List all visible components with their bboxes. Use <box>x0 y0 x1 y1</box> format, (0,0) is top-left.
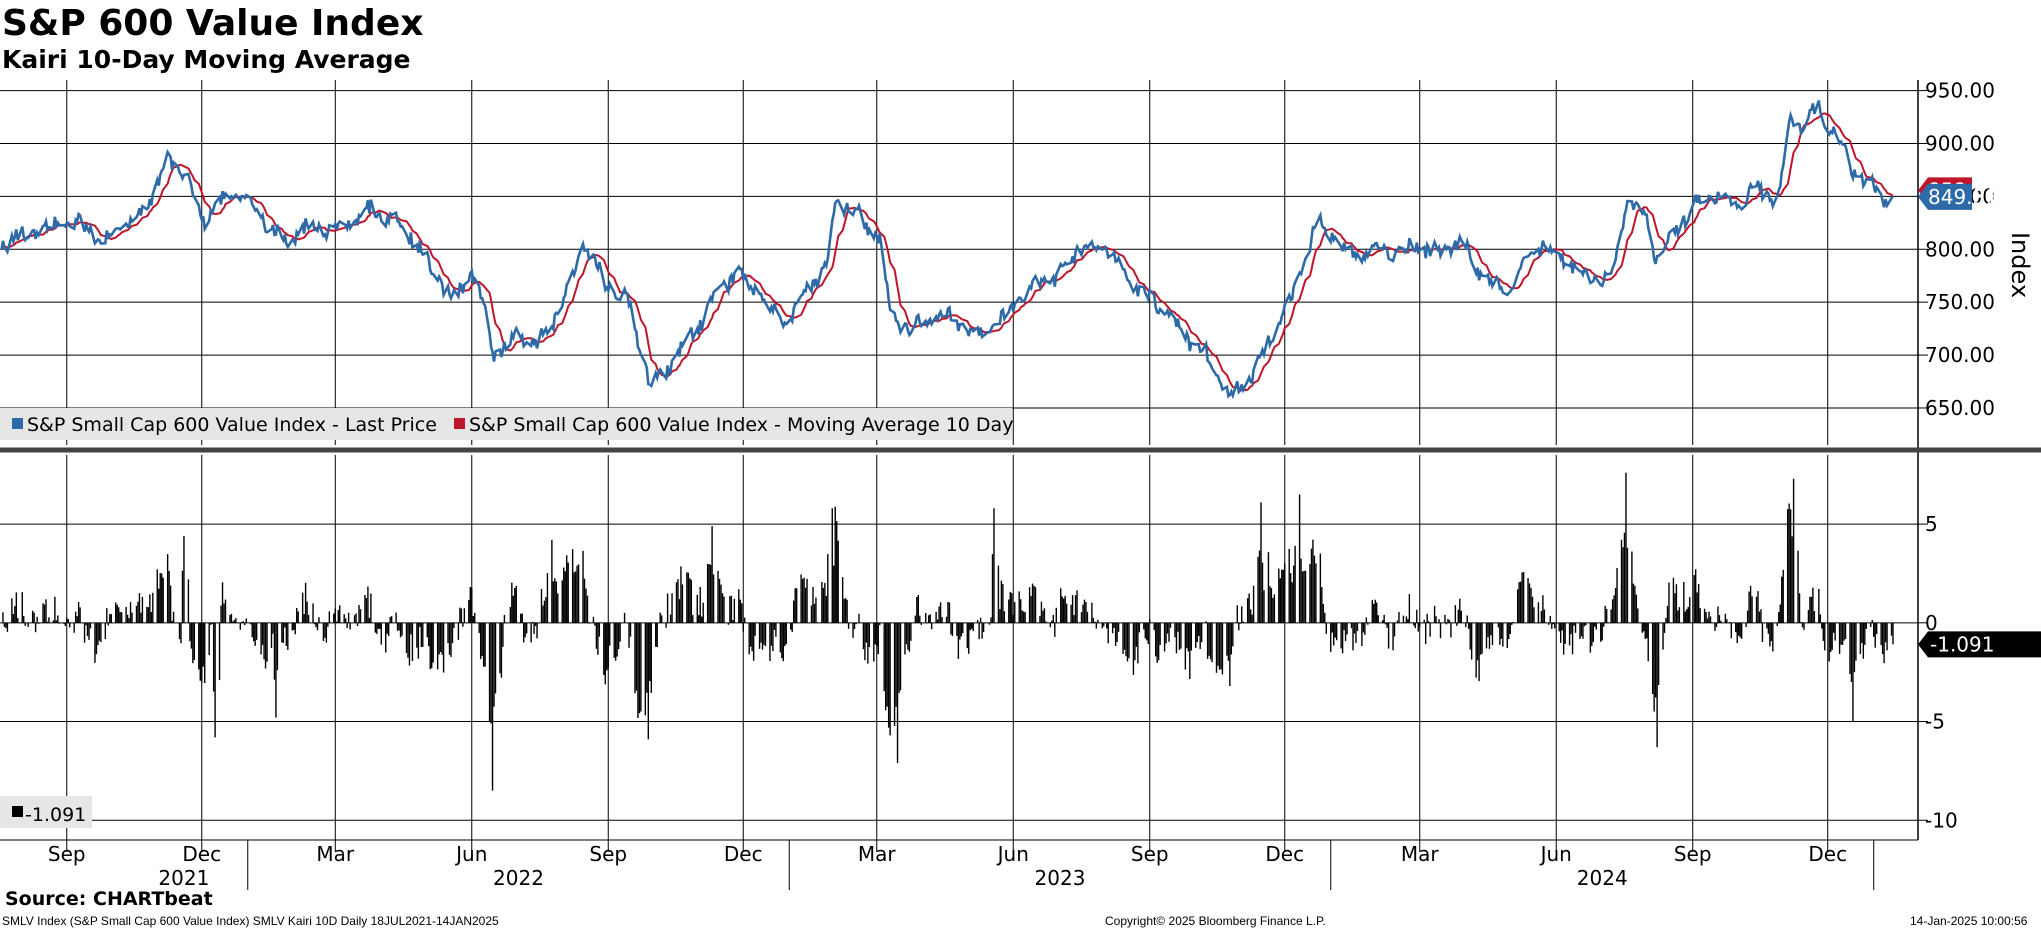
y-label-price: 900.00 <box>1925 131 1995 155</box>
y-label-kairi: 0 <box>1925 611 1938 635</box>
legend-swatch-kairi <box>12 806 23 817</box>
y-label-kairi: -5 <box>1925 710 1945 734</box>
price-lines <box>0 100 1894 400</box>
x-year-label: 2022 <box>493 866 544 890</box>
kairi-last-value-shape <box>1918 631 2041 658</box>
y-label-price: 750.00 <box>1925 290 1995 314</box>
y-label-price: 650.00 <box>1925 396 1995 420</box>
x-month-label: Mar <box>1401 842 1440 866</box>
x-month-label: Sep <box>1674 842 1712 866</box>
y-label-price: 950.00 <box>1925 79 1995 103</box>
y-label-kairi: 5 <box>1925 512 1938 536</box>
axis-labels: Sep Dec Mar Jun Sep Dec Mar Jun Sep Dec Mar Jun Sep D… <box>48 79 2041 890</box>
chart-title: S&P 600 Value Index <box>2 3 424 44</box>
last-price-line <box>0 100 1894 400</box>
kairi-last-value-text: -1.091 <box>1930 632 1994 656</box>
legend-swatch-ma <box>454 418 465 429</box>
x-month-label: Jun <box>996 842 1029 866</box>
x-month-label: Sep <box>589 842 627 866</box>
x-month-label: Dec <box>1265 842 1304 866</box>
price-last-value-tag: 849.51 <box>1918 183 1998 210</box>
legend-entry-kairi: -1.091 <box>25 804 86 826</box>
legend-swatch-price <box>12 418 23 429</box>
price-last-value-tag-shape <box>1918 183 1972 210</box>
x-month-label: Mar <box>316 842 355 866</box>
x-month-label: Dec <box>182 842 221 866</box>
x-month-label: Mar <box>858 842 897 866</box>
kairi-bars <box>2 472 1894 791</box>
price-legend-box <box>0 408 1012 440</box>
series-description: SMLV Index (S&P Small Cap 600 Value Inde… <box>2 914 499 928</box>
y-label-kairi: -10 <box>1925 808 1958 832</box>
y-label-price: 800.00 <box>1925 237 1995 261</box>
source-note: Source: CHARTbeat <box>5 888 213 910</box>
x-month-label: Sep <box>48 842 86 866</box>
y-axis-title: Index <box>2006 232 2034 298</box>
moving-average-line <box>0 112 1894 392</box>
timestamp: 14-Jan-2025 10:00:56 <box>1910 914 2028 928</box>
x-month-label: Dec <box>724 842 763 866</box>
legend-entry-ma: S&P Small Cap 600 Value Index - Moving A… <box>469 414 1013 436</box>
legend-layer: S&P Small Cap 600 Value Index - Last Pri… <box>0 408 1013 828</box>
legend-entry-price: S&P Small Cap 600 Value Index - Last Pri… <box>27 414 437 436</box>
kairi-last-value-tag: -1.091 <box>1918 631 2041 658</box>
x-month-label: Sep <box>1131 842 1169 866</box>
price-last-value-tag-text: 849.51 <box>1928 185 1998 209</box>
x-month-label: Dec <box>1808 842 1847 866</box>
chart-subtitle: Kairi 10-Day Moving Average <box>2 45 411 74</box>
axes-layer <box>0 80 2041 890</box>
x-year-label: 2021 <box>158 866 209 890</box>
x-year-label: 2023 <box>1035 866 1086 890</box>
grid-layer <box>0 80 1918 840</box>
x-month-label: Jun <box>1539 842 1572 866</box>
y-label-price: 700.00 <box>1925 343 1995 367</box>
copyright-note: Copyright© 2025 Bloomberg Finance L.P. <box>1105 914 1326 928</box>
x-month-label: Jun <box>454 842 487 866</box>
x-year-label: 2024 <box>1577 866 1628 890</box>
